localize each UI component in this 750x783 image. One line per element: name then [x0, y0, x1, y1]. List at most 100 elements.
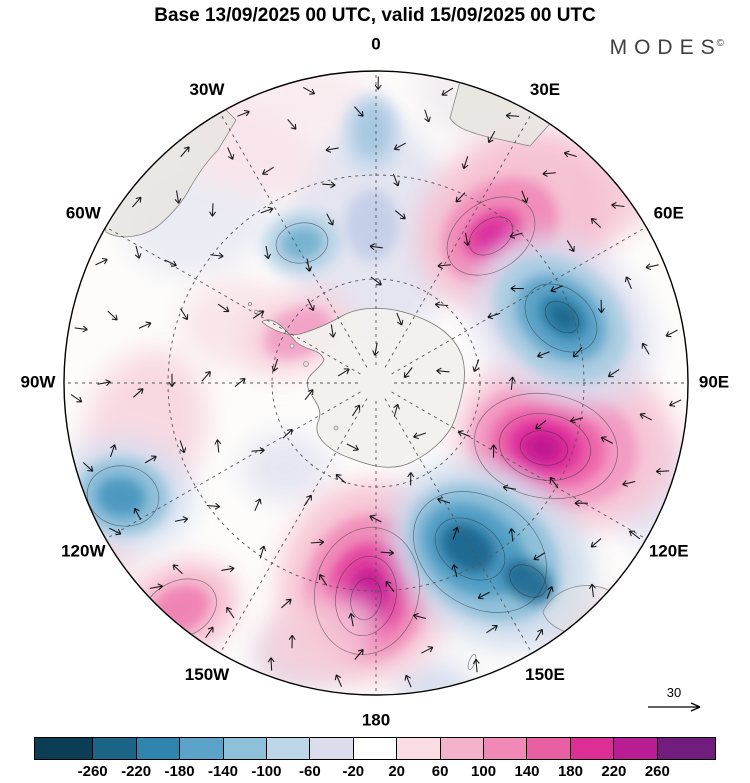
wind-arrow — [132, 388, 144, 398]
wind-arrow — [629, 530, 641, 540]
contour-line — [86, 465, 160, 527]
wind-arrow — [288, 634, 296, 649]
wind-arrow — [436, 367, 450, 375]
longitude-labels: 0 30E 60E 90E 120E 150E 180 150W 120W 90W 60W 30W — [21, 34, 730, 729]
island — [333, 425, 339, 431]
contour-line — [509, 564, 547, 598]
colorbar-segment — [223, 738, 267, 759]
wind-arrow — [174, 516, 189, 523]
colorbar-segment — [527, 738, 571, 759]
colorbar-segment — [93, 738, 137, 759]
anomaly-blob — [345, 189, 399, 261]
wind-arrow — [227, 147, 235, 160]
colorbar-segment — [266, 738, 311, 759]
wind-arrow — [597, 299, 605, 314]
wind-arrow — [180, 146, 190, 158]
contour-line — [350, 577, 382, 621]
wind-arrow — [455, 192, 466, 203]
wind-arrow — [508, 376, 516, 390]
wind-arrow — [95, 258, 108, 266]
wind-arrow — [590, 218, 602, 228]
wind-arrow — [434, 301, 449, 309]
anomaly-blob — [280, 225, 324, 261]
wind-arrow — [413, 432, 427, 440]
wind-arrow — [421, 646, 434, 654]
wind-arrow — [521, 190, 529, 204]
longitude-label: 60W — [66, 203, 102, 222]
wind-arrow — [168, 373, 176, 387]
wind-arrow — [393, 403, 400, 417]
wind-arrow — [533, 552, 546, 561]
wind-arrow — [180, 308, 189, 321]
wind-arrow — [134, 245, 142, 259]
wind-arrow — [172, 564, 183, 575]
wind-arrow — [487, 312, 501, 320]
colorbar-tick-label: 20 — [388, 763, 406, 780]
colorbar-segment — [310, 738, 354, 759]
wind-arrow — [109, 527, 122, 536]
wind-arrow — [334, 674, 343, 687]
island — [289, 343, 295, 349]
wind-vectors — [70, 76, 682, 688]
wind-arrow — [490, 444, 498, 458]
wind-arrow — [424, 109, 431, 123]
longitude-label: 30W — [190, 80, 226, 99]
wind-arrow — [262, 166, 274, 175]
longitude-label: 150W — [185, 665, 230, 684]
wind-arrow — [351, 404, 361, 417]
wind-arrow — [589, 583, 596, 598]
wind-arrow — [74, 325, 88, 333]
wind-arrow — [109, 444, 117, 458]
map-border — [63, 70, 689, 696]
wind-arrow — [267, 657, 275, 671]
contour-line — [468, 216, 514, 256]
wind-arrow — [337, 368, 350, 377]
wind-arrow — [205, 626, 214, 639]
anomaly-blob — [524, 433, 562, 463]
wind-arrow — [201, 370, 211, 382]
wind-arrow — [107, 310, 118, 321]
contour-line — [413, 491, 547, 613]
wind-arrow — [380, 549, 395, 557]
colorbar-tick-label: 180 — [557, 763, 583, 780]
wind-arrow — [234, 378, 246, 388]
contour-line — [524, 283, 598, 353]
contour-line — [446, 196, 536, 276]
wind-arrow — [326, 213, 334, 226]
colorbar-tick-label: -100 — [251, 763, 282, 780]
wind-arrow — [385, 580, 395, 593]
wind-arrow — [325, 146, 339, 153]
wind-arrow — [393, 142, 406, 151]
wind-arrow — [322, 181, 336, 189]
island — [303, 361, 309, 367]
wind-arrow — [611, 201, 625, 209]
wind-arrow — [226, 606, 235, 619]
wind-arrow — [437, 262, 451, 270]
wind-arrow — [281, 598, 292, 609]
colorbar-tick-label: 220 — [601, 763, 627, 780]
page-title: Base 13/09/2025 00 UTC, valid 15/09/2025… — [154, 5, 596, 26]
anomaly-blob — [503, 559, 553, 603]
reference-arrow-glyph — [648, 702, 701, 712]
wind-arrow — [82, 462, 94, 472]
colorbar-tick-label: 100 — [471, 763, 497, 780]
wind-arrow — [254, 498, 262, 511]
contour-lines — [86, 196, 618, 655]
contour-line — [498, 413, 592, 481]
wind-arrow — [437, 497, 451, 504]
wind-arrow — [566, 240, 575, 253]
wind-arrow — [622, 480, 636, 487]
antarctica-coast — [261, 307, 465, 468]
wind-arrow — [370, 276, 382, 286]
wind-arrow — [641, 342, 650, 355]
wind-arrow — [372, 342, 379, 356]
wind-arrow — [572, 347, 583, 358]
wind-arrow — [259, 545, 267, 559]
wind-arrow — [535, 628, 544, 641]
contour-line — [474, 392, 618, 500]
wind-arrow — [607, 368, 620, 378]
wind-arrow — [264, 245, 271, 260]
contour-line — [519, 430, 569, 466]
wind-arrow — [394, 210, 406, 220]
